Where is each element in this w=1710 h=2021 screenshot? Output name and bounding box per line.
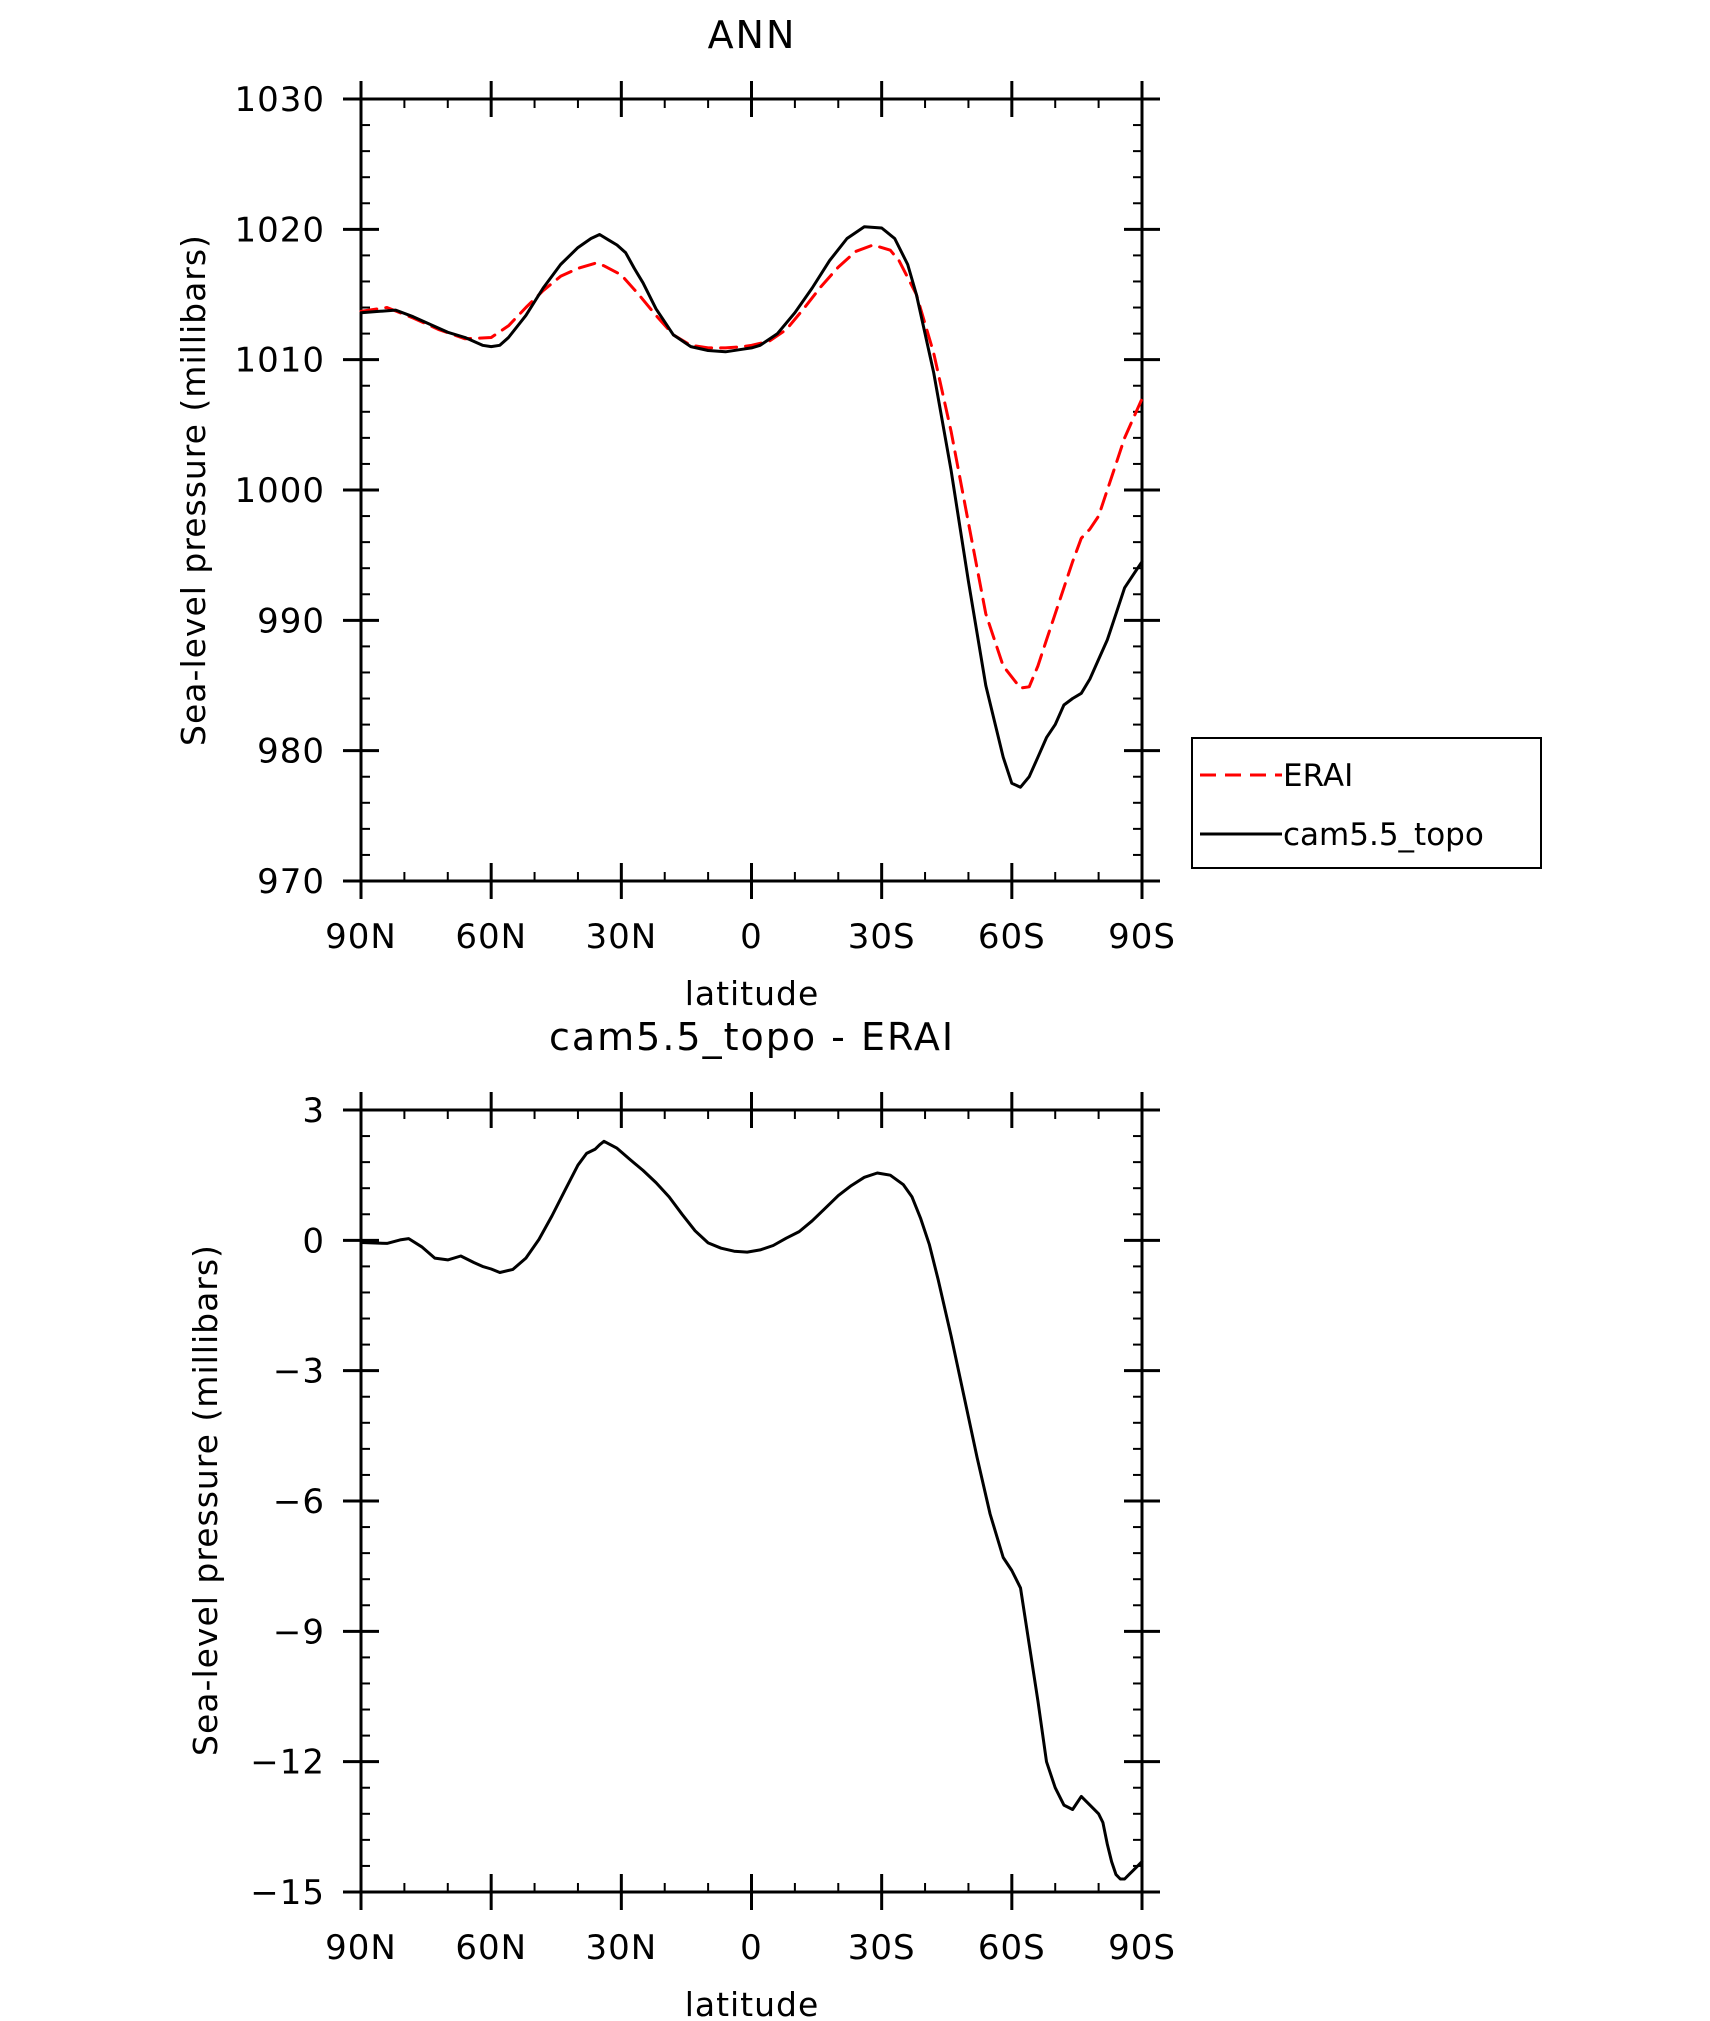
top-x-tick-label: 30S [848,917,916,957]
legend-label-erai: ERAI [1283,758,1353,794]
top-axis-ticks: 90N 60N 30N 0 30S 60S 90S 1030 1020 1010 1000 990 98… [234,80,1176,957]
bottom-y-axis-label: Sea-level pressure (millibars) [186,1244,225,1756]
top-y-tick-label: 1030 [234,80,325,120]
top-x-tick-label: 90S [1108,917,1176,957]
top-chart-title: ANN [708,13,797,57]
top-series-group [359,225,1144,789]
top-y-tick-label: 970 [257,862,325,902]
legend: ERAI cam5.5_topo [1191,737,1542,869]
top-x-axis-label: latitude [685,974,820,1013]
bottom-panel: cam5.5_topo - ERAI 90N 60N 30N 0 30S 60S 90S 3 0… [186,1015,1176,2021]
top-x-tick-label: 30N [585,917,657,957]
top-panel: ANN 90N 60N 30N 0 30S 60S 90S10301020101010009… [174,13,1542,1013]
top-x-tick-label: 90N [325,917,397,957]
legend-box [1191,737,1542,869]
bottom-y-tick-label: 3 [302,1091,325,1131]
bottom-y-tick-label: −3 [273,1352,325,1392]
top-y-tick-label: 980 [257,732,325,772]
bottom-series-line-difference [359,1139,1144,1881]
top-series-line-erai [359,243,1144,690]
top-x-tick-label: 60N [455,917,527,957]
bottom-chart-title: cam5.5_topo - ERAI [549,1015,955,1059]
top-plot-frame [359,97,1144,883]
bottom-x-axis-label: latitude [685,1985,820,2021]
top-x-tick-label: 60S [978,917,1046,957]
bottom-plot-frame [359,1108,1144,1894]
bottom-x-tick-label: 60S [978,1928,1046,1968]
bottom-x-tick-label: 30N [585,1928,657,1968]
bottom-y-tick-label: −15 [250,1873,325,1913]
bottom-x-tick-label: 30S [848,1928,916,1968]
bottom-x-tick-label: 90S [1108,1928,1176,1968]
top-y-tick-label: 1010 [234,341,325,381]
top-y-tick-label: 1000 [234,471,325,511]
bottom-axis-ticks: 90N 60N 30N 0 30S 60S 90S 3 0 −3 −6 −9 −12 −15 [250,1091,1176,1968]
bottom-y-tick-label: −9 [273,1612,325,1652]
top-y-tick-label: 1020 [234,210,325,250]
bottom-x-tick-label: 90N [325,1928,397,1968]
bottom-x-tick-label: 60N [455,1928,527,1968]
top-x-tick-label: 0 [740,917,763,957]
bottom-y-tick-label: −12 [250,1743,325,1783]
top-y-axis-label: Sea-level pressure (millibars) [174,234,213,746]
top-y-tick-label: 990 [257,601,325,641]
bottom-y-tick-label: 0 [302,1221,325,1261]
bottom-x-tick-label: 0 [740,1928,763,1968]
top-series-line-cam5-5-topo [359,225,1144,789]
bottom-series-group [359,1139,1144,1881]
bottom-y-tick-label: −6 [273,1482,325,1522]
legend-label-cam5-5-topo: cam5.5_topo [1283,817,1484,853]
